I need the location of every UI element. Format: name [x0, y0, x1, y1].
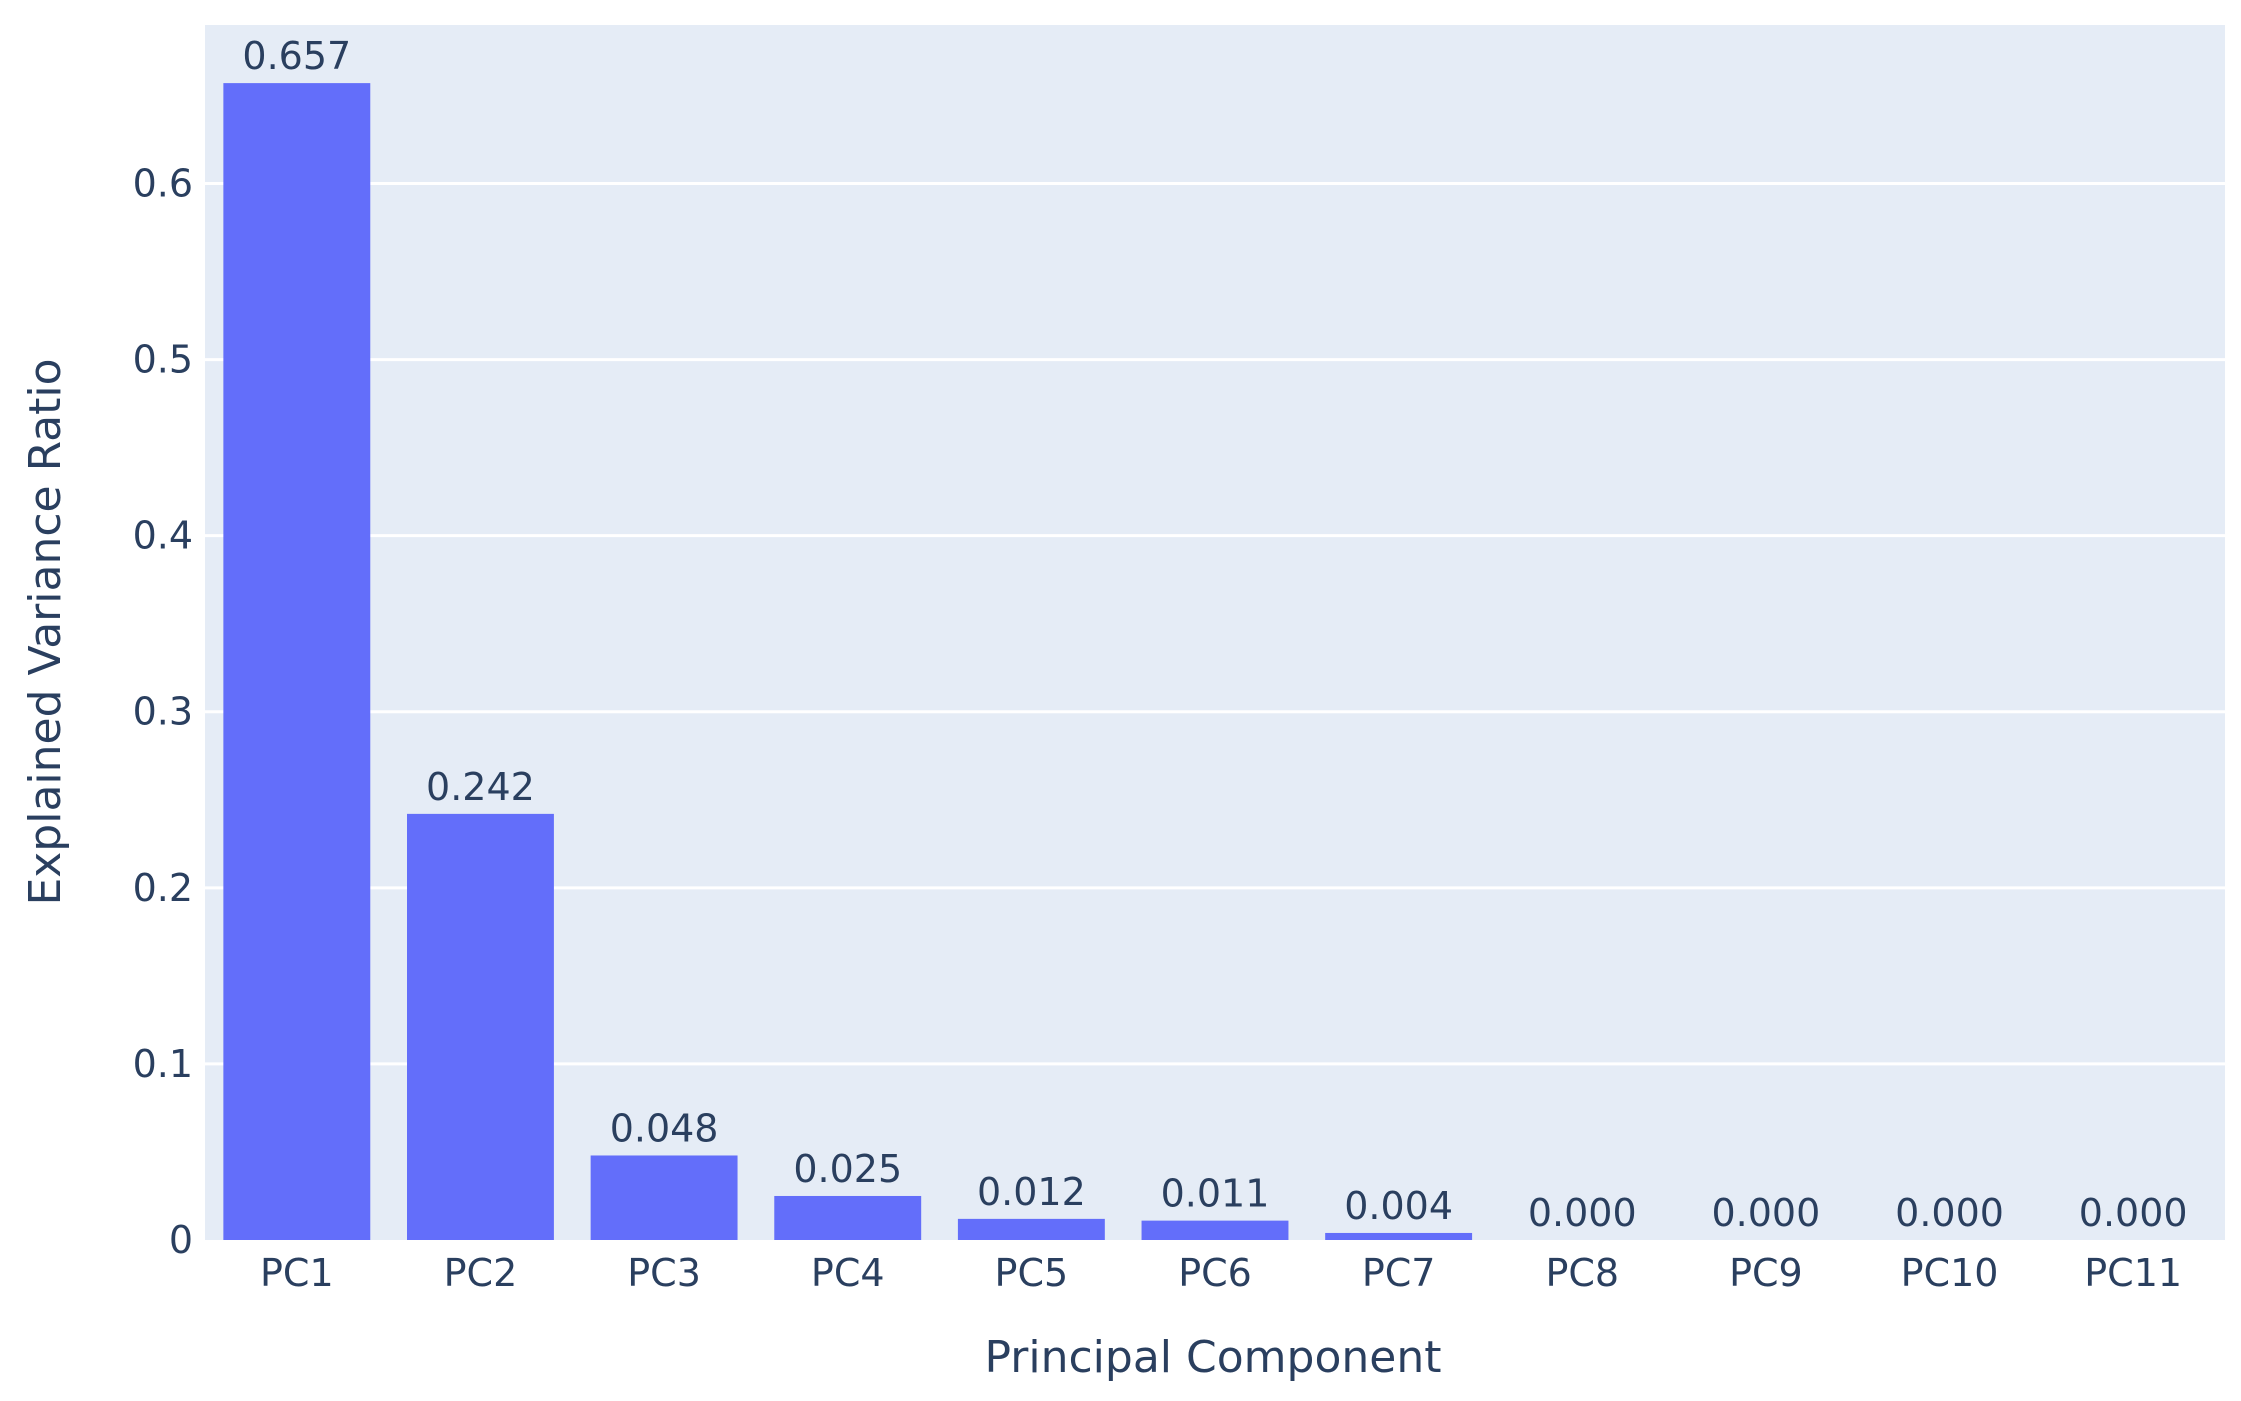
- bar-value-label: 0.000: [1528, 1191, 1637, 1235]
- bar-pc3: [590, 1155, 738, 1240]
- y-tick-label: 0.2: [133, 866, 193, 910]
- bars: [223, 83, 1473, 1241]
- bar-pc1: [223, 83, 371, 1241]
- bar-pc7: [1325, 1232, 1473, 1240]
- bar-value-label: 0.011: [1161, 1172, 1270, 1216]
- bar-value-label: 0.242: [426, 765, 535, 809]
- x-tick-label: PC6: [1178, 1251, 1252, 1295]
- bar-pc5: [957, 1218, 1105, 1240]
- x-tick-label: PC11: [2084, 1251, 2182, 1295]
- bar-value-label: 0.000: [1712, 1191, 1821, 1235]
- x-tick-label: PC4: [811, 1251, 885, 1295]
- y-axis-title: Explained Variance Ratio: [20, 358, 71, 905]
- bar-pc4: [774, 1195, 922, 1240]
- y-tick-label: 0.4: [133, 514, 193, 558]
- x-tick-label: PC1: [260, 1251, 334, 1295]
- bar-value-label: 0.012: [977, 1170, 1086, 1214]
- x-axis-title: Principal Component: [985, 1332, 1442, 1383]
- y-tick-label: 0.3: [133, 690, 193, 734]
- x-tick-label: PC2: [444, 1251, 518, 1295]
- bar-value-label: 0.000: [1895, 1191, 2004, 1235]
- x-tick-label: PC9: [1729, 1251, 1803, 1295]
- x-tick-label: PC10: [1901, 1251, 1999, 1295]
- y-tick-label: 0.1: [133, 1042, 193, 1086]
- x-tick-label: PC7: [1362, 1251, 1436, 1295]
- x-tick-label: PC3: [627, 1251, 701, 1295]
- x-axis-ticks: PC1 PC2 PC3 PC4 PC5 PC6 PC7 PC8 PC9 PC10 PC11: [260, 1251, 2182, 1295]
- bar-pc2: [407, 813, 554, 1240]
- y-tick-label: 0.5: [133, 338, 193, 382]
- bar-value-label: 0.657: [242, 34, 351, 78]
- y-tick-label: 0: [169, 1218, 193, 1262]
- bar-value-labels: 0.657 0.242 0.048 0.025 0.012 0.011 0.004 0.000…: [242, 34, 2187, 1235]
- bar-value-label: 0.004: [1344, 1184, 1453, 1228]
- bar-value-label: 0.025: [793, 1147, 902, 1191]
- bar-pc6: [1141, 1220, 1289, 1240]
- y-axis-ticks: 0 0.1 0.2 0.3 0.4 0.5 0.6: [133, 161, 193, 1262]
- x-tick-label: PC5: [995, 1251, 1069, 1295]
- x-tick-label: PC8: [1545, 1251, 1619, 1295]
- bar-value-label: 0.000: [2079, 1191, 2188, 1235]
- bar-value-label: 0.048: [610, 1106, 719, 1150]
- y-tick-label: 0.6: [133, 161, 193, 205]
